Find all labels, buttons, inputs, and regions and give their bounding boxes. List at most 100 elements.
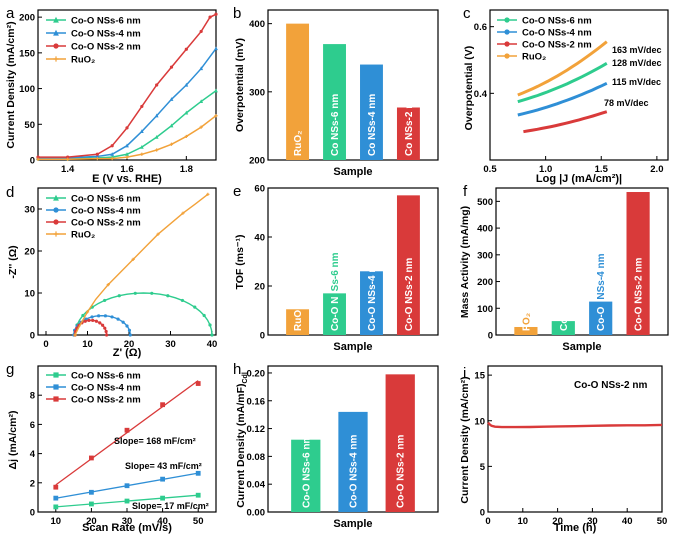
legend-entry: Co-O NSs-6 nm — [71, 16, 141, 27]
x-tick-label: 30 — [587, 516, 598, 527]
x-axis-label: Sample — [333, 166, 372, 178]
x-tick-label: 0 — [485, 516, 490, 527]
x-tick-label: 10 — [518, 516, 529, 527]
x-tick-label: 0 — [43, 339, 48, 350]
y-tick-label: 0.4 — [474, 89, 488, 100]
bar-label: Co NSs-4 nm — [367, 94, 378, 156]
data-point — [124, 498, 130, 504]
bar-label: Co-O NSs-2 nm — [404, 258, 415, 331]
panel-letter-b: b — [233, 5, 241, 22]
data-point — [104, 333, 109, 337]
data-point — [101, 323, 105, 327]
x-tick-label: 30 — [165, 339, 176, 350]
legend-entry: Co-O NSs-4 nm — [71, 383, 141, 394]
bar-label: Co-O NSs-4 nm — [367, 258, 378, 331]
slope-annotation: 128 mV/dec — [612, 58, 662, 68]
panel-letter-g: g — [6, 361, 14, 378]
data-point — [53, 495, 59, 501]
data-point — [73, 333, 77, 337]
x-tick-label: 20 — [86, 516, 97, 527]
y-tick-label: 400 — [477, 224, 493, 235]
bar-label: RuO — [293, 310, 304, 331]
y-tick-label: 0.00 — [247, 508, 266, 519]
x-tick-label: 10 — [51, 516, 62, 527]
x-axis-label: E (V vs. RHE) — [92, 173, 162, 185]
panel-b-frame — [267, 9, 439, 161]
legend-entry: Co-O NSs-2 nm — [71, 42, 141, 53]
bar-label: Co-O-NSs-6 nm — [559, 257, 570, 331]
data-point — [66, 157, 70, 161]
legend-entry: Co-O NSs-2 nm — [574, 380, 647, 391]
bar-label: Co NSs-6 nm — [330, 94, 341, 156]
data-point — [169, 65, 174, 69]
data-point — [139, 144, 144, 149]
data-point — [504, 53, 510, 59]
data-point — [155, 83, 159, 87]
data-point — [83, 319, 87, 323]
y-tick-label: 300 — [249, 87, 265, 98]
data-point — [53, 43, 59, 49]
data-point — [53, 231, 59, 237]
y-tick-label: 5 — [480, 462, 486, 473]
slope-annotation: 115 mV/dec — [612, 77, 661, 87]
data-point — [89, 489, 94, 495]
data-point — [36, 157, 40, 161]
data-point — [36, 155, 40, 159]
y-axis-label: Overpotential (mV) — [234, 38, 246, 132]
y-axis-label: Δj (mA/cm²) — [7, 411, 19, 470]
y-tick-label: 50 — [24, 120, 35, 131]
data-point — [169, 142, 174, 146]
legend-entry: Co-O NSs-6 nm — [522, 16, 592, 27]
x-tick-label: 50 — [193, 516, 204, 527]
data-point — [97, 314, 101, 318]
legend-entry: Co-O NSs-2 nm — [71, 395, 141, 406]
slope-annotation: Slope= 43 mF/cm² — [125, 461, 202, 471]
panel-e-frame — [267, 187, 439, 336]
bar — [360, 271, 383, 335]
slope-annotation: 78 mV/dec — [604, 98, 649, 108]
bar — [385, 374, 415, 512]
data-point — [110, 144, 114, 148]
legend-entry: Co-O NSs-4 nm — [522, 28, 592, 39]
data-point — [53, 207, 59, 213]
x-tick-label: 1.8 — [180, 164, 193, 175]
bar-label-overflow: O₂ — [521, 313, 532, 325]
data-point — [128, 333, 132, 337]
data-point — [94, 319, 99, 323]
panel-letter-f: f — [463, 183, 468, 200]
data-point — [110, 156, 114, 161]
panel-letter-i: i — [463, 365, 466, 382]
y-tick-label: 500 — [477, 197, 493, 208]
data-point — [184, 110, 189, 115]
bar-label: RuO₂ — [293, 130, 304, 156]
legend-entry: RuO₂ — [522, 52, 546, 63]
y-tick-label: 10 — [474, 416, 485, 427]
bar — [286, 309, 310, 335]
data-point — [160, 402, 165, 408]
x-tick-label: 10 — [82, 339, 93, 350]
y-tick-label: 150 — [19, 48, 35, 59]
data-point — [504, 41, 510, 47]
data-point — [98, 321, 102, 325]
data-point — [150, 291, 154, 295]
y-tick-label: 8 — [30, 391, 35, 402]
y-tick-label: 20 — [254, 282, 265, 293]
data-point — [214, 46, 218, 51]
y-tick-label: 10 — [24, 289, 35, 300]
data-point — [208, 323, 212, 327]
data-point — [125, 324, 129, 328]
y-tick-label: 40 — [254, 233, 265, 244]
x-tick-label: 1.4 — [61, 164, 75, 175]
y-tick-label: 0.08 — [247, 452, 266, 463]
bar — [396, 107, 420, 160]
data-point — [184, 47, 188, 51]
data-point — [131, 257, 135, 261]
data-point — [89, 455, 94, 461]
series-line — [517, 62, 608, 104]
data-point — [199, 125, 203, 129]
data-point — [116, 317, 120, 321]
panel-letter-c: c — [463, 5, 471, 22]
data-point — [169, 97, 174, 101]
x-tick-label: 50 — [657, 516, 668, 527]
x-tick-label: 1.5 — [595, 164, 609, 175]
